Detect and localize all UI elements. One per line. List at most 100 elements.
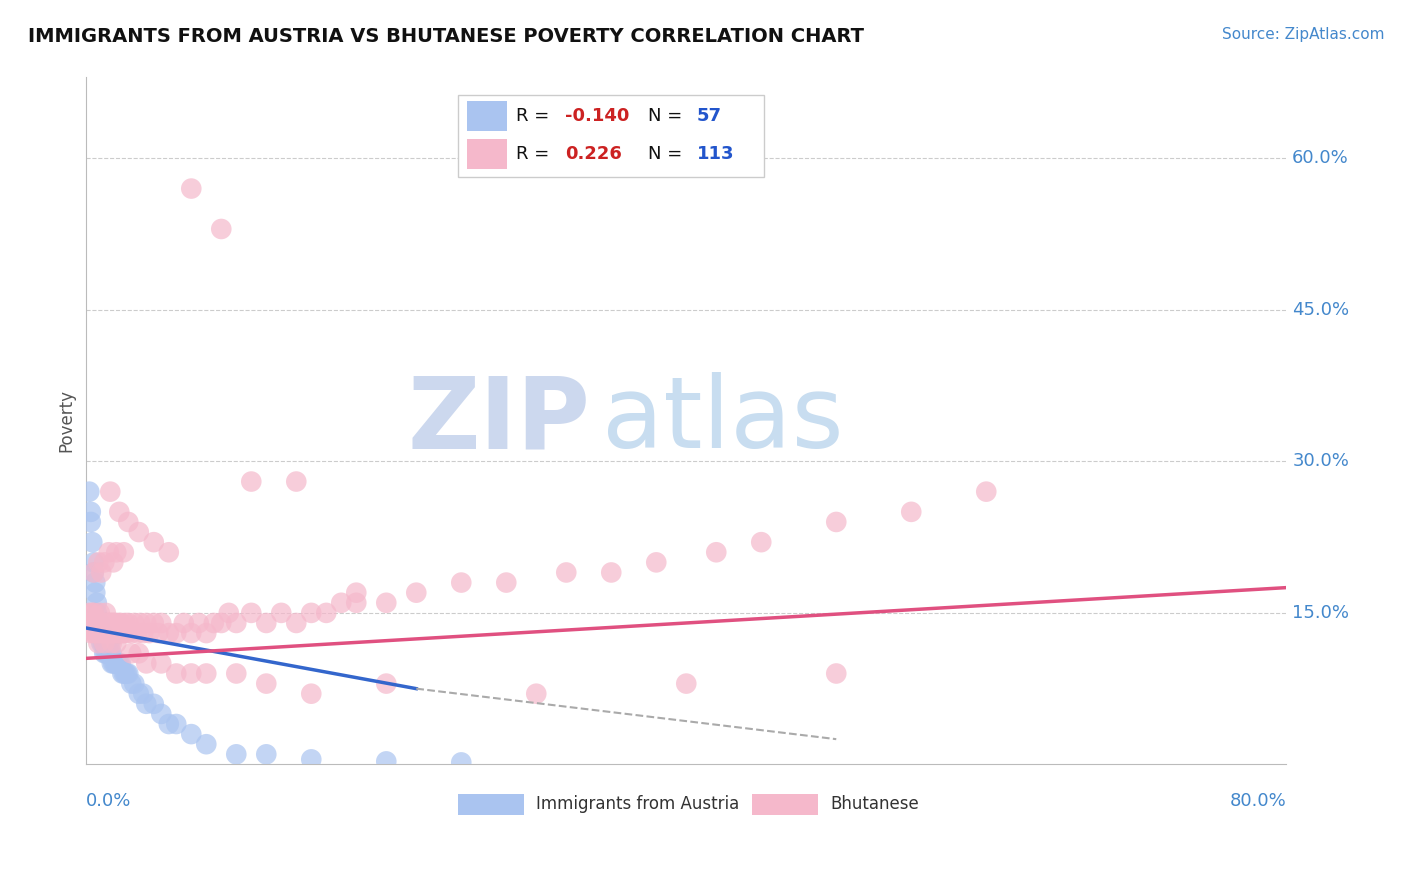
Point <box>285 475 308 489</box>
Point <box>132 626 155 640</box>
Point <box>135 615 157 630</box>
Point <box>105 615 128 630</box>
Point <box>94 606 117 620</box>
Text: ZIP: ZIP <box>408 373 591 469</box>
Point <box>105 636 128 650</box>
Point <box>87 615 110 630</box>
Point <box>108 657 131 671</box>
Point <box>120 626 142 640</box>
Point <box>108 505 131 519</box>
Point <box>299 687 322 701</box>
Point <box>101 657 124 671</box>
Point <box>299 606 322 620</box>
Point <box>114 666 136 681</box>
Point <box>108 615 131 630</box>
Point <box>98 646 121 660</box>
Point <box>105 545 128 559</box>
Point <box>120 646 142 660</box>
Point <box>110 657 132 671</box>
Point <box>103 555 125 569</box>
Point <box>150 706 173 721</box>
Point <box>82 606 104 620</box>
Point <box>117 666 139 681</box>
Point <box>86 606 108 620</box>
Point <box>128 687 150 701</box>
Point <box>825 515 848 529</box>
Point <box>704 545 727 559</box>
Point <box>157 717 180 731</box>
Point <box>315 606 337 620</box>
Point <box>117 515 139 529</box>
Point <box>240 475 263 489</box>
Point <box>96 646 118 660</box>
Point <box>135 697 157 711</box>
Point <box>80 626 103 640</box>
Point <box>240 606 263 620</box>
Point <box>254 615 277 630</box>
Point <box>90 636 112 650</box>
Point <box>825 666 848 681</box>
Text: 15.0%: 15.0% <box>1292 604 1350 622</box>
Point <box>195 737 218 751</box>
Point <box>150 615 173 630</box>
Point <box>142 615 165 630</box>
FancyBboxPatch shape <box>752 794 818 814</box>
Text: Source: ZipAtlas.com: Source: ZipAtlas.com <box>1222 27 1385 42</box>
Point <box>111 626 134 640</box>
Point <box>87 555 110 569</box>
Point <box>330 596 353 610</box>
Point <box>93 636 115 650</box>
Point <box>96 615 118 630</box>
Text: 0.0%: 0.0% <box>86 792 132 810</box>
Point <box>375 676 398 690</box>
Point <box>86 596 108 610</box>
Point <box>103 626 125 640</box>
Point <box>98 615 121 630</box>
Point <box>94 646 117 660</box>
Point <box>79 484 101 499</box>
Point <box>120 676 142 690</box>
Point <box>142 535 165 549</box>
Point <box>112 545 135 559</box>
Point <box>94 636 117 650</box>
Point <box>91 626 114 640</box>
Point <box>127 626 149 640</box>
Point <box>83 606 105 620</box>
Point <box>225 666 247 681</box>
Point <box>180 666 202 681</box>
Point <box>93 646 115 660</box>
Point <box>90 615 112 630</box>
Point <box>107 657 129 671</box>
Point <box>110 615 132 630</box>
Point <box>89 606 111 620</box>
Point <box>180 181 202 195</box>
Point <box>80 515 103 529</box>
Point <box>344 585 367 599</box>
Text: IMMIGRANTS FROM AUSTRIA VS BHUTANESE POVERTY CORRELATION CHART: IMMIGRANTS FROM AUSTRIA VS BHUTANESE POV… <box>28 27 865 45</box>
Point <box>600 566 623 580</box>
Point <box>97 545 120 559</box>
Text: 45.0%: 45.0% <box>1292 301 1350 318</box>
Point <box>148 626 170 640</box>
Point <box>150 657 173 671</box>
Point <box>115 666 138 681</box>
Point <box>97 615 120 630</box>
Point <box>405 585 427 599</box>
Point <box>96 626 118 640</box>
Point <box>900 505 922 519</box>
Point <box>93 555 115 569</box>
Point <box>96 636 118 650</box>
Point <box>84 575 107 590</box>
Text: Bhutanese: Bhutanese <box>831 796 920 814</box>
Point <box>89 626 111 640</box>
Point <box>104 615 127 630</box>
Point <box>270 606 292 620</box>
Point <box>86 615 108 630</box>
Point <box>209 222 232 236</box>
Point <box>89 615 111 630</box>
Point <box>87 626 110 640</box>
Point <box>101 646 124 660</box>
Point <box>103 657 125 671</box>
Point <box>79 606 101 620</box>
Point <box>98 636 121 650</box>
